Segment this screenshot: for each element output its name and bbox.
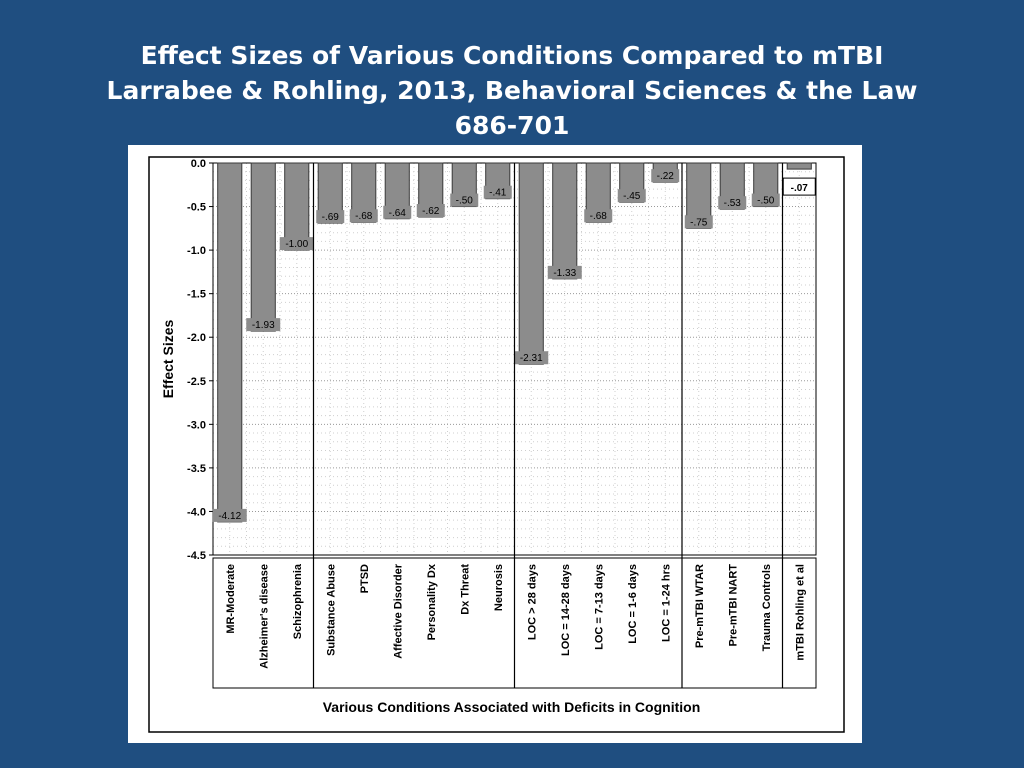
data-label-bg [316,210,345,224]
y-tick-label: -2.5 [187,376,206,388]
y-tick-label: -0.5 [187,202,206,214]
data-label-bg [416,204,445,218]
data-label-8: -.50 [456,196,474,207]
data-label-bg [212,508,247,522]
data-label-4: -.69 [322,212,340,223]
data-label-17: -.50 [757,196,775,207]
category-label-14: LOC = 1-24 hrs [660,564,672,642]
data-label-bg [246,318,281,332]
bar-10 [518,162,544,365]
data-label-bg [718,196,747,210]
y-tick-label: -1.0 [187,245,206,257]
data-label-bg [684,215,713,229]
category-label-17: Trauma Controls [761,564,773,651]
data-label-18: -.07 [791,183,809,194]
data-label-6: -.64 [389,208,407,219]
category-label-13: LOC = 1-6 days [627,564,639,644]
category-label-4: Substance Abuse [325,564,337,656]
x-axis-title: Various Conditions Associated with Defic… [323,699,701,715]
chart-figure: 0.0 -0.5 -1.0 -1.5 -2.0 -2.5 -3.0 -3.5 -4.0 -4.5 E… [128,145,862,743]
category-label-15: Pre-mTBI WTAR [694,564,706,648]
y-tick-label: -3.5 [187,463,206,475]
y-tick-label: -2.0 [187,332,206,344]
data-label-bg [450,193,479,207]
data-label-15: -.75 [690,217,708,228]
data-label-bg [584,209,613,223]
slide-title: Effect Sizes of Various Conditions Compa… [0,38,1024,143]
category-label-12: LOC = 7-13 days [593,564,605,650]
data-label-9: -.41 [489,188,507,199]
bar-18 [786,162,812,170]
data-label-box [782,177,816,196]
title-line-2: Larrabee & Rohling, 2013, Behavioral Sci… [106,76,918,105]
data-label-bg [751,193,780,207]
category-label-3: Schizophrenia [292,563,304,639]
data-label-bg [383,205,412,219]
data-label-bg [514,351,549,365]
y-axis-title: Effect Sizes [160,319,176,398]
title-line-1: Effect Sizes of Various Conditions Compa… [140,41,884,70]
data-label-1: -4.12 [218,511,241,522]
category-label-5: PTSD [359,564,371,593]
category-label-11: LOC = 14-28 days [560,564,572,656]
data-label-16: -.53 [724,198,742,209]
title-line-3: 686-701 [454,111,570,140]
data-label-7: -.62 [422,206,440,217]
data-label-bg [617,189,646,203]
data-label-5: -.68 [355,211,373,222]
category-label-9: Neurosis [493,564,505,611]
data-label-bg [349,209,378,223]
bar-3 [284,162,310,251]
category-label-2: Alzheimer's disease [258,564,270,669]
y-tick-label: -4.0 [187,506,206,518]
category-label-6: Affective Disorder [392,563,404,658]
category-label-18: mTBI Rohling et al [794,564,806,661]
data-label-2: -1.93 [252,320,275,331]
category-label-16: Pre-mTBI NART [727,564,739,647]
data-label-bg [547,265,582,279]
y-tick-label: 0.0 [191,158,206,170]
data-label-bg [651,169,680,183]
bar-2 [250,162,276,332]
bar-11 [552,162,578,280]
data-label-10: -2.31 [520,353,543,364]
y-tick-label: -4.5 [187,550,206,562]
data-label-3: -1.00 [285,239,308,250]
category-label-1: MR-Moderate [225,564,237,634]
y-tick-label: -3.0 [187,419,206,431]
effect-size-chart: 0.0 -0.5 -1.0 -1.5 -2.0 -2.5 -3.0 -3.5 -4.0 -4.5 E… [148,156,845,733]
data-label-bg [483,185,512,199]
data-label-bg [279,237,314,251]
data-label-14: -.22 [657,171,675,182]
outer-frame [148,156,845,733]
category-label-8: Dx Threat [459,564,471,615]
data-label-11: -1.33 [553,268,576,279]
data-label-13: -.45 [623,191,641,202]
y-tick-label: -1.5 [187,289,206,301]
category-label-10: LOC > 28 days [526,564,538,640]
category-label-7: Personality Dx [426,563,438,640]
bar-1 [217,162,243,523]
data-label-12: -.68 [590,211,608,222]
